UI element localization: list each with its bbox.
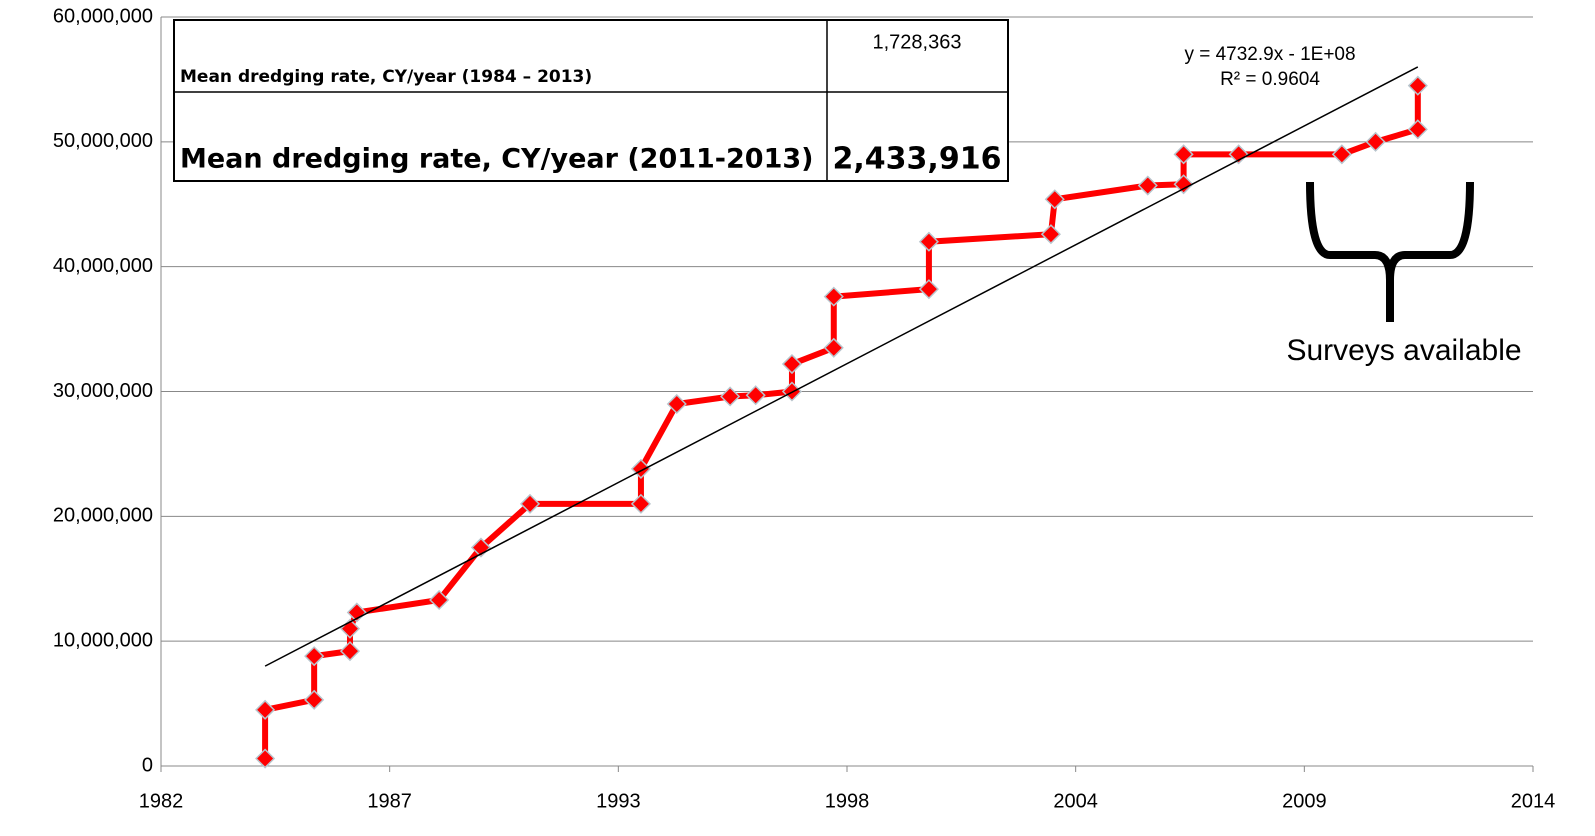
marker	[1040, 224, 1061, 245]
marker	[339, 641, 361, 662]
marker	[1137, 175, 1158, 196]
y-tick-label: 50,000,000	[53, 130, 153, 152]
marker	[630, 493, 652, 514]
y-tick-label: 20,000,000	[53, 505, 153, 527]
marker	[1407, 75, 1428, 96]
marker	[1365, 131, 1386, 152]
x-tick-label: 1998	[825, 790, 870, 812]
marker	[1173, 174, 1194, 195]
marker	[304, 689, 325, 710]
marker	[1331, 144, 1352, 165]
x-tick-label: 1982	[139, 790, 184, 812]
marker	[1044, 189, 1065, 210]
marker	[255, 699, 276, 720]
x-tick-label: 2004	[1053, 790, 1098, 812]
trend-line	[264, 66, 1419, 667]
x-tick-label: 2009	[1282, 790, 1327, 812]
x-tick-label: 1987	[367, 790, 412, 812]
marker	[1173, 144, 1194, 165]
marker	[918, 231, 939, 252]
trend-equation: y = 4732.9x - 1E+08	[1184, 44, 1355, 65]
marker	[781, 353, 803, 375]
marker	[823, 337, 844, 358]
marker	[1228, 144, 1249, 165]
marker	[745, 385, 766, 406]
y-tick-label: 60,000,000	[53, 5, 153, 27]
table-cell: Mean dredging rate, CY/year (1984 – 2013…	[180, 67, 592, 87]
table-cell: 1,728,363	[873, 31, 962, 53]
marker	[304, 646, 325, 667]
table-cell: 2,433,916	[833, 142, 1002, 177]
table-box	[173, 19, 1009, 182]
x-tick-label: 2014	[1511, 790, 1556, 812]
marker	[666, 393, 687, 415]
marker	[823, 286, 844, 307]
marker	[470, 537, 492, 558]
marker	[519, 493, 541, 514]
marker	[429, 589, 450, 611]
y-tick-label: 40,000,000	[53, 255, 153, 277]
marker	[918, 279, 939, 300]
y-tick-label: 0	[142, 754, 153, 776]
y-tick-label: 10,000,000	[53, 629, 153, 651]
x-tick-label: 1993	[596, 790, 641, 812]
table-cell: Mean dredging rate, CY/year (2011-2013)	[180, 144, 814, 175]
marker	[1407, 119, 1428, 140]
marker	[630, 458, 652, 479]
trend-r2: R² = 0.9604	[1220, 69, 1320, 90]
marker	[255, 748, 276, 769]
y-tick-label: 30,000,000	[53, 380, 153, 402]
brace-label: Surveys available	[1286, 334, 1521, 367]
brace	[1306, 181, 1474, 322]
marker	[720, 386, 741, 407]
data-line	[262, 85, 1421, 759]
